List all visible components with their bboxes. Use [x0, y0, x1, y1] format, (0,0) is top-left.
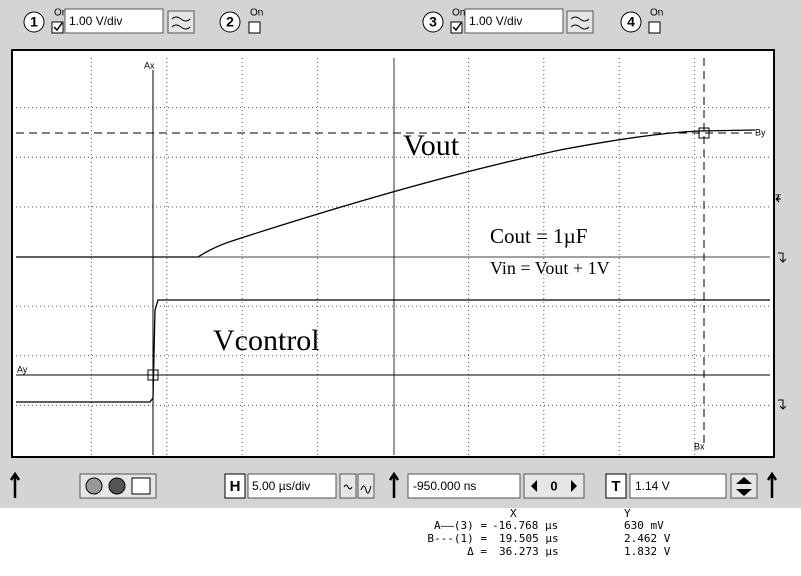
readout-y: 2.462 V — [624, 532, 671, 545]
channel-number: 1 — [30, 14, 38, 30]
grid — [16, 58, 770, 455]
scale-field[interactable] — [464, 8, 564, 34]
on-label: On — [54, 8, 67, 19]
coupling-icon — [570, 16, 590, 30]
ground-marker — [778, 399, 787, 410]
up-arrow[interactable] — [766, 471, 778, 498]
check — [452, 22, 462, 32]
channel-2: 2 On — [219, 8, 263, 34]
cursor-label: By — [755, 127, 766, 137]
on-label: On — [452, 8, 465, 19]
readout-x: 36.273 µs — [499, 545, 559, 558]
readout-header: X — [510, 507, 517, 520]
scale-text: 1.00 V/div — [469, 14, 522, 28]
scale-text: 1.00 V/div — [69, 14, 122, 28]
channel-number: 3 — [429, 14, 437, 30]
cursor-marker — [147, 369, 159, 381]
up-arrow[interactable] — [9, 471, 21, 498]
readout-header: Y — [624, 507, 631, 520]
coupling-button[interactable] — [566, 10, 594, 34]
screen — [11, 49, 775, 458]
display-button[interactable] — [85, 477, 103, 495]
channel-number: 4 — [627, 14, 635, 30]
channel-badge — [23, 11, 45, 33]
channel-badge — [620, 11, 642, 33]
trigger-button[interactable] — [605, 473, 627, 499]
cursor-readout: X Y A——(3) = -16.768 µs 630 mV B---(1) =… — [427, 507, 670, 558]
readout-x: 19.505 µs — [499, 532, 559, 545]
annotation: Vcontrol — [213, 324, 320, 357]
coupling-icon — [171, 16, 191, 30]
horizontal-button[interactable] — [224, 473, 246, 499]
on-checkbox[interactable] — [51, 21, 64, 34]
trace-vout — [16, 129, 756, 258]
button-label: T — [611, 478, 620, 495]
button-label: H — [230, 478, 241, 495]
spinner-arrows — [736, 477, 752, 496]
zero-button[interactable]: 0 — [550, 478, 557, 493]
channel-1: 1 On 1.00 V/div — [23, 8, 195, 34]
scale-field[interactable] — [64, 8, 164, 34]
cursor-label: Bx — [694, 441, 705, 451]
position-field[interactable] — [407, 473, 521, 499]
display-button[interactable] — [108, 477, 126, 495]
up-arrow[interactable] — [388, 471, 400, 498]
timebase-field[interactable] — [247, 473, 337, 499]
cursor-label: Ay — [17, 364, 28, 374]
position-buttons[interactable] — [523, 473, 585, 499]
annotation: Vout — [403, 129, 460, 162]
display-button[interactable] — [131, 477, 151, 495]
mode-icon — [343, 484, 372, 494]
trigger-arrow — [775, 195, 781, 203]
ground-marker — [778, 252, 787, 263]
trigger-level-field[interactable] — [629, 473, 727, 499]
channel-4: 4 On — [620, 8, 663, 34]
on-label: On — [650, 8, 663, 19]
readout-label: B---(1) = — [427, 532, 487, 545]
channel-3: 3 On 1.00 V/div — [422, 8, 594, 34]
readout-y: 1.832 V — [624, 545, 671, 558]
cursor-label: Ax — [144, 60, 155, 70]
coupling-button[interactable] — [167, 10, 195, 34]
readout-x: -16.768 µs — [492, 519, 558, 532]
readout-label: Δ = — [467, 545, 487, 558]
channel-number: 2 — [226, 14, 234, 30]
on-checkbox[interactable] — [450, 21, 463, 34]
channel-badge — [219, 11, 241, 33]
position-text: -950.000 ns — [413, 479, 476, 493]
annotation: Vin = Vout + 1V — [490, 258, 610, 278]
cursor-marker — [698, 127, 710, 139]
on-checkbox[interactable] — [248, 21, 261, 34]
channel-badge — [422, 11, 444, 33]
trace-vcontrol — [16, 299, 770, 403]
on-checkbox[interactable] — [648, 21, 661, 34]
annotation: Cout = 1µF — [490, 224, 587, 248]
on-label: On — [250, 8, 263, 19]
check — [53, 22, 63, 32]
timebase-text: 5.00 µs/div — [252, 479, 310, 493]
readout-label: A——(3) = — [434, 519, 487, 532]
mode-button[interactable] — [357, 473, 375, 499]
trigger-level-text: 1.14 V — [635, 479, 670, 493]
readout-y: 630 mV — [624, 519, 664, 532]
